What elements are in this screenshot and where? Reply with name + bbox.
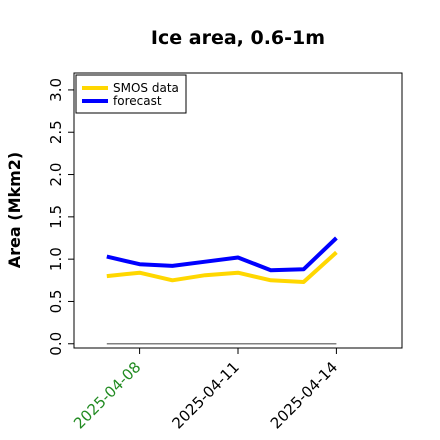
legend-label-smos: SMOS data bbox=[113, 81, 179, 95]
x-tick-label: 2025-04-08 bbox=[70, 358, 144, 432]
x-tick-label: 2025-04-14 bbox=[267, 358, 341, 432]
legend-box bbox=[75, 74, 187, 114]
legend: SMOS data forecast bbox=[75, 74, 187, 114]
series-line-smos-data bbox=[106, 250, 338, 284]
y-tick-label: 1.0 bbox=[47, 247, 65, 271]
legend-label-forecast: forecast bbox=[113, 94, 162, 108]
x-tick-label: 2025-04-11 bbox=[168, 358, 242, 432]
y-tick-label: 1.5 bbox=[47, 205, 65, 229]
y-tick-label: 2.5 bbox=[47, 120, 65, 144]
series-line-forecast bbox=[106, 236, 338, 273]
ticks-layer: 0.0 0.5 1.0 1.5 2.0 2.5 3.0 2025-04-08 2025-04-1… bbox=[47, 78, 341, 432]
y-axis-label: Area (Mkm2) bbox=[5, 152, 24, 268]
y-tick-label: 3.0 bbox=[47, 78, 65, 102]
y-tick-label: 0.0 bbox=[47, 332, 65, 356]
y-tick-label: 2.0 bbox=[47, 163, 65, 187]
series-layer bbox=[106, 236, 338, 345]
y-tick-label: 0.5 bbox=[47, 290, 65, 314]
plot-frame bbox=[73, 72, 403, 349]
chart-title: Ice area, 0.6-1m bbox=[151, 27, 325, 49]
